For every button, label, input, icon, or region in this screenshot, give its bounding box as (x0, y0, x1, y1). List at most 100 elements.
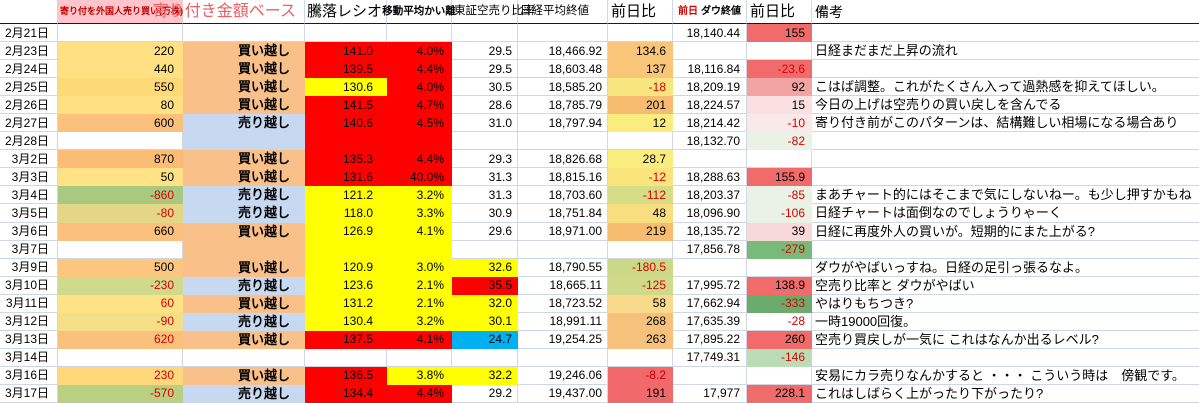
nikkei-change-cell[interactable]: 268 (608, 312, 673, 331)
short-sell-ratio-cell[interactable]: 30.9 (452, 204, 518, 223)
dow-close-cell[interactable]: 17,856.78 (673, 240, 747, 259)
ma-divergence-cell[interactable]: 3.2% (387, 186, 452, 205)
short-sell-ratio-cell[interactable]: 32.0 (452, 294, 518, 313)
foreign-open-trades-cell[interactable]: -860 (58, 186, 183, 205)
dow-close-cell[interactable]: 17,977 (673, 384, 747, 403)
dow-change-cell[interactable]: -279 (747, 240, 812, 259)
nikkei-close-cell[interactable]: 18,790.55 (518, 258, 608, 277)
dow-change-cell[interactable]: -82 (747, 132, 812, 151)
advance-decline-ratio-cell[interactable]: 130.6 (305, 78, 387, 97)
dow-change-cell[interactable]: 260 (747, 330, 812, 349)
nikkei-change-cell[interactable]: 12 (608, 114, 673, 133)
dow-close-cell[interactable]: 18,288.63 (673, 168, 747, 187)
short-sell-ratio-cell[interactable]: 30.1 (452, 312, 518, 331)
advance-decline-ratio-cell[interactable]: 130.4 (305, 312, 387, 331)
nikkei-close-cell[interactable] (518, 24, 608, 43)
short-sell-ratio-cell[interactable]: 29.2 (452, 384, 518, 403)
short-sell-ratio-cell[interactable] (452, 240, 518, 259)
foreign-open-trades-cell[interactable] (58, 348, 183, 367)
nikkei-close-cell[interactable]: 18,826.68 (518, 150, 608, 169)
header-date-cell[interactable] (0, 0, 58, 24)
nikkei-close-cell[interactable]: 18,466.92 (518, 42, 608, 61)
advance-decline-ratio-cell[interactable]: 118.0 (305, 204, 387, 223)
date-cell[interactable]: 3月16日 (0, 366, 58, 385)
date-cell[interactable]: 3月7日 (0, 240, 58, 259)
dow-close-cell[interactable] (673, 42, 747, 61)
remarks-cell[interactable] (812, 349, 1199, 367)
advance-decline-ratio-cell[interactable]: 141.5 (305, 96, 387, 115)
header-nikkei-close[interactable]: 日経平均終値 (518, 0, 608, 24)
amount-base-cell[interactable]: 売り越し (183, 384, 305, 403)
date-cell[interactable]: 2月25日 (0, 78, 58, 97)
remarks-cell[interactable]: 安易にカラ売りなんかすると ・・・ こういう時は 傍観です。 (812, 367, 1199, 385)
foreign-open-trades-cell[interactable]: 620 (58, 330, 183, 349)
header-short-sell-ratio[interactable]: 東証空売り比率 (452, 0, 535, 24)
date-cell[interactable]: 3月17日 (0, 384, 58, 403)
dow-change-cell[interactable]: -333 (747, 294, 812, 313)
remarks-cell[interactable] (812, 24, 1199, 43)
nikkei-change-cell[interactable] (608, 24, 673, 43)
remarks-cell[interactable]: ダウがやばいっすね。日経の足引っ張るなよ。 (812, 259, 1199, 277)
foreign-open-trades-cell[interactable]: 600 (58, 114, 183, 133)
foreign-open-trades-cell[interactable]: 500 (58, 258, 183, 277)
date-cell[interactable]: 3月9日 (0, 258, 58, 277)
advance-decline-ratio-cell[interactable]: 135.3 (305, 150, 387, 169)
dow-close-cell[interactable] (673, 366, 747, 385)
dow-change-cell[interactable] (747, 258, 812, 277)
ma-divergence-cell[interactable]: 2.1% (387, 294, 452, 313)
date-cell[interactable]: 3月2日 (0, 150, 58, 169)
short-sell-ratio-cell[interactable] (452, 24, 518, 43)
amount-base-cell[interactable]: 買い越し (183, 42, 305, 61)
ma-divergence-cell[interactable]: 4.1% (387, 222, 452, 241)
dow-close-cell[interactable]: 17,635.39 (673, 312, 747, 331)
foreign-open-trades-cell[interactable]: 50 (58, 168, 183, 187)
foreign-open-trades-cell[interactable] (58, 132, 183, 151)
date-cell[interactable]: 3月10日 (0, 276, 58, 295)
amount-base-cell[interactable]: 買い越し (183, 96, 305, 115)
short-sell-ratio-cell[interactable]: 31.3 (452, 186, 518, 205)
date-cell[interactable]: 2月26日 (0, 96, 58, 115)
foreign-open-trades-cell[interactable]: -90 (58, 312, 183, 331)
remarks-cell[interactable] (812, 60, 1199, 79)
advance-decline-ratio-cell[interactable]: 121.2 (305, 186, 387, 205)
dow-close-cell[interactable]: 18,132.70 (673, 132, 747, 151)
remarks-cell[interactable]: 日経に再度外人の買いが。短期的にまた上がる? (812, 223, 1199, 241)
header-amount-base[interactable]: 寄り付き金額ベース (153, 0, 305, 24)
ma-divergence-cell[interactable] (387, 24, 452, 43)
date-cell[interactable]: 3月13日 (0, 330, 58, 349)
header-dow-change[interactable]: 前日比 (747, 0, 812, 24)
nikkei-change-cell[interactable]: 137 (608, 60, 673, 79)
remarks-cell[interactable]: 一時19000回復。 (812, 313, 1199, 331)
short-sell-ratio-cell[interactable]: 35.5 (452, 276, 518, 295)
short-sell-ratio-cell[interactable]: 28.6 (452, 96, 518, 115)
dow-close-cell[interactable] (673, 150, 747, 169)
short-sell-ratio-cell[interactable]: 31.0 (452, 114, 518, 133)
ma-divergence-cell[interactable]: 4.4% (387, 150, 452, 169)
nikkei-close-cell[interactable]: 18,797.94 (518, 114, 608, 133)
nikkei-change-cell[interactable]: -18 (608, 78, 673, 97)
foreign-open-trades-cell[interactable] (58, 24, 183, 43)
dow-change-cell[interactable]: 138.9 (747, 276, 812, 295)
nikkei-change-cell[interactable]: 48 (608, 204, 673, 223)
nikkei-close-cell[interactable]: 18,665.11 (518, 276, 608, 295)
advance-decline-ratio-cell[interactable]: 126.9 (305, 222, 387, 241)
nikkei-close-cell[interactable] (518, 240, 608, 259)
nikkei-change-cell[interactable]: -180.5 (608, 258, 673, 277)
dow-change-cell[interactable]: -28 (747, 312, 812, 331)
remarks-cell[interactable] (812, 132, 1199, 151)
date-cell[interactable]: 3月12日 (0, 312, 58, 331)
amount-base-cell[interactable] (183, 132, 305, 151)
ma-divergence-cell[interactable]: 4.0% (387, 42, 452, 61)
dow-close-cell[interactable]: 18,096.90 (673, 204, 747, 223)
remarks-cell[interactable]: やはりもちつき? (812, 295, 1199, 313)
header-remarks[interactable]: 備考 (812, 0, 1199, 24)
dow-close-cell[interactable]: 18,203.37 (673, 186, 747, 205)
dow-close-cell[interactable]: 17,895.22 (673, 330, 747, 349)
header-advance-decline-ratio[interactable]: 騰落レシオ (305, 0, 387, 24)
dow-close-cell[interactable]: 18,140.44 (673, 24, 747, 43)
nikkei-change-cell[interactable]: 28.7 (608, 150, 673, 169)
ma-divergence-cell[interactable]: 3.0% (387, 258, 452, 277)
dow-change-cell[interactable]: 92 (747, 78, 812, 97)
nikkei-close-cell[interactable]: 18,603.48 (518, 60, 608, 79)
remarks-cell[interactable] (812, 150, 1199, 169)
